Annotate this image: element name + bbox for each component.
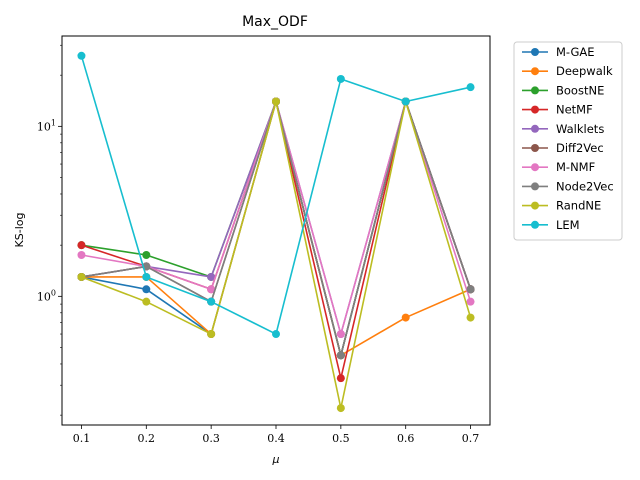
data-point [272,97,280,106]
data-point [466,297,475,306]
legend-entry: Node2Vec [556,179,614,193]
legend-entry: NetMF [556,103,593,117]
data-point [77,51,86,60]
x-axis-label: μ [272,453,280,466]
legend-marker [531,48,539,56]
y-tick-exponent: 1 [51,118,56,127]
data-point [401,313,410,322]
data-point [207,285,216,294]
series-lines [77,51,475,413]
data-point [336,351,345,360]
x-tick-label: 0.6 [397,432,415,445]
chart-title: Max_ODF [242,14,308,30]
series-lem [77,51,475,339]
x-tick-label: 0.3 [202,432,220,445]
data-point [77,272,86,281]
legend-marker [531,163,539,172]
data-point [142,251,151,260]
y-tick-base: 10 [37,120,51,133]
legend-entry: Walklets [556,122,604,136]
data-point [466,313,475,322]
y-tick-base: 10 [37,290,51,303]
x-tick-label: 0.7 [462,432,480,445]
legend-marker [531,220,539,229]
data-point [336,374,345,383]
legend-marker [531,124,539,133]
data-point [142,285,151,294]
y-tick-label: 100 [37,288,56,303]
legend-entry: RandNE [556,199,601,213]
legend-marker [531,182,539,191]
data-point [336,330,345,339]
data-point [207,297,216,306]
legend: M-GAE Deepwalk BoostNE NetMF Walklets Diff2Ve… [513,41,623,241]
data-point [401,97,410,106]
data-point [466,285,475,294]
data-point [207,330,216,339]
legend-marker [531,144,539,152]
data-point [142,297,151,306]
legend-entry: LEM [556,218,580,232]
data-point [77,241,86,250]
legend-box [513,41,623,241]
plot-frame [61,35,491,426]
data-point [336,404,345,413]
y-tick-exponent: 0 [51,288,56,297]
data-point [272,330,280,339]
legend-entry: Diff2Vec [556,141,604,155]
data-point [466,83,475,92]
x-tick-label: 0.5 [332,432,350,445]
legend-marker [531,86,539,95]
legend-entry: M-GAE [556,45,595,59]
legend-marker [531,105,539,114]
x-tick-label: 0.2 [138,432,156,445]
legend-entry: Deepwalk [556,64,613,78]
y-tick-label: 101 [37,118,56,133]
legend-marker [531,201,539,210]
y-axis-label: KS-log [13,213,26,248]
x-tick-label: 0.4 [267,432,285,445]
data-point [77,251,86,260]
legend-marker [531,67,539,76]
data-point [207,272,216,281]
data-point [336,74,345,83]
legend-entry: M-NMF [556,160,595,174]
legend-entry: BoostNE [556,83,604,97]
data-point [142,272,151,281]
x-tick-label: 0.1 [73,432,91,445]
